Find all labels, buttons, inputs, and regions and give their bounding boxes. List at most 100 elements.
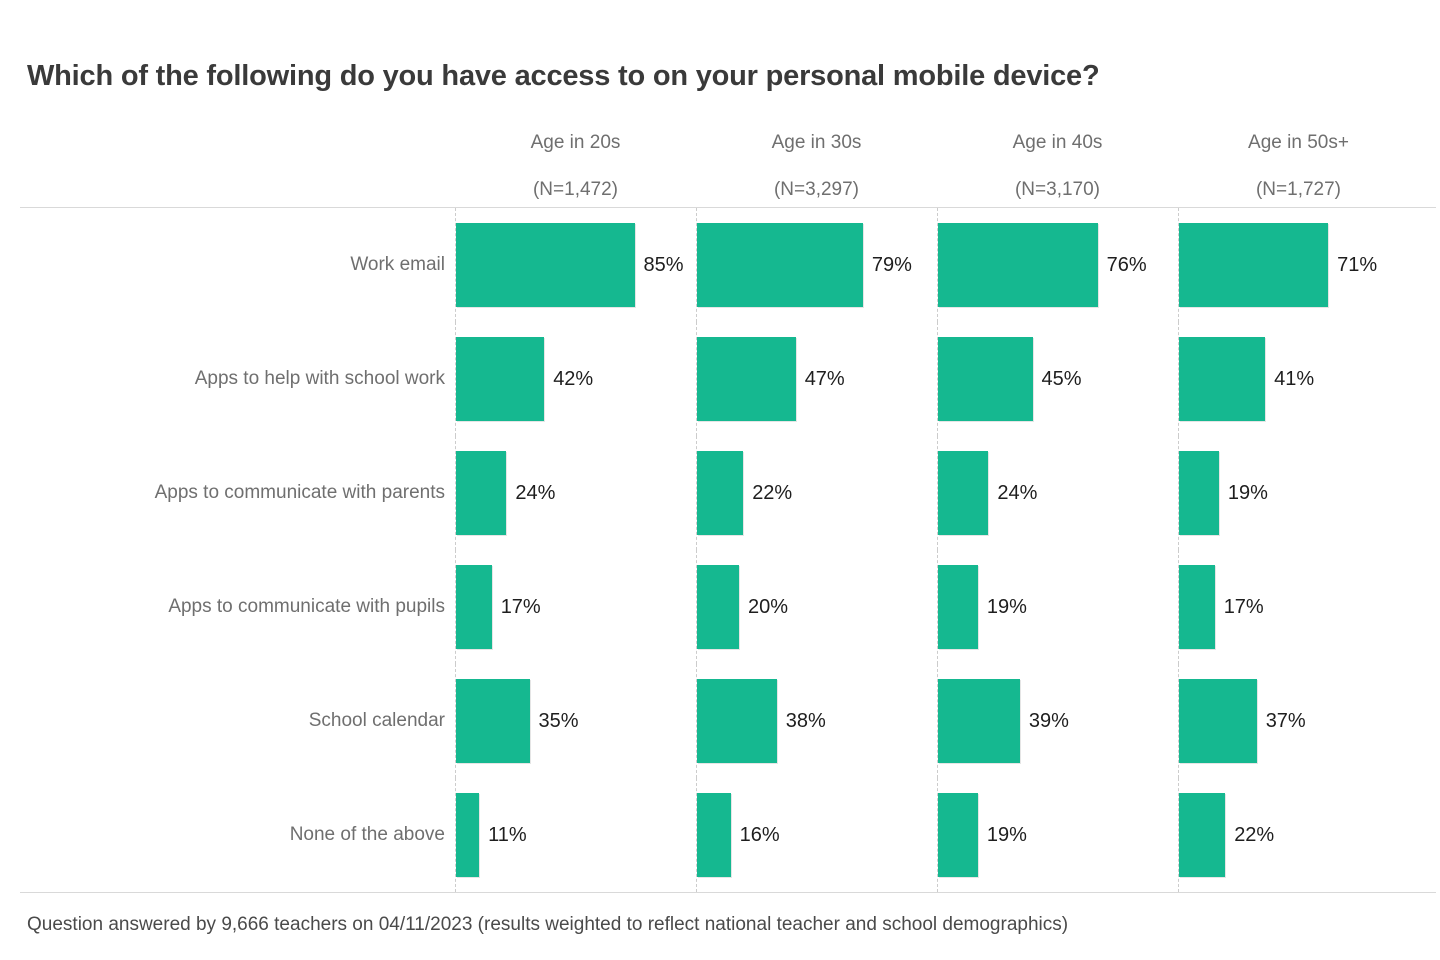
bar-value-label: 35% [538,709,579,732]
bar-value-label: 76% [1106,253,1147,276]
bar-cell: 17% [455,550,696,664]
bar-value-label: 45% [1041,367,1082,390]
bar [938,679,1020,763]
chart-title: Which of the following do you have acces… [27,60,1100,92]
bar-value-label: 16% [739,823,780,846]
bar-cell: 79% [696,208,937,322]
bar [938,451,989,535]
bar [697,337,796,421]
category-label: Work email [350,254,445,275]
category-label: None of the above [289,824,445,845]
column-header: Age in 30s (N=3,297) [696,131,937,202]
bar-cell: 22% [696,436,937,550]
bar [1179,679,1257,763]
bar [456,565,492,649]
column-n-label: (N=3,297) [773,179,860,200]
bar [1179,223,1329,307]
bar-cell: 24% [455,436,696,550]
bar-value-label: 38% [785,709,826,732]
bar-value-label: 11% [488,823,527,846]
bar [1179,451,1219,535]
category-row: Apps to communicate with pupils 17% 20% 19%… [20,550,1436,664]
category-row: None of the above 11% 16% 19% 22% [20,778,1436,892]
bar-cell: 16% [696,778,937,892]
category-label: Apps to communicate with pupils [168,596,445,617]
bar [456,451,507,535]
bar-value-label: 85% [643,253,684,276]
footnote: Question answered by 9,666 teachers on 0… [27,914,1069,935]
bar-value-label: 19% [1227,481,1268,504]
column-header: Age in 40s (N=3,170) [937,131,1178,202]
bar [938,223,1098,307]
bar-value-label: 79% [871,253,912,276]
bar [1179,337,1266,421]
bar-value-label: 22% [1234,823,1275,846]
category-row: School calendar 35% 38% 39% 37% [20,664,1436,778]
bar [456,793,480,877]
bar-value-label: 17% [500,595,541,618]
bar [456,679,530,763]
bar [1179,793,1226,877]
bar-value-label: 24% [515,481,556,504]
bar-cell: 37% [1178,664,1419,778]
column-age-label: Age in 30s [771,132,862,153]
bar-value-label: 37% [1265,709,1306,732]
column-age-label: Age in 50s+ [1248,132,1349,153]
bar [697,679,777,763]
bar-value-label: 41% [1274,367,1315,390]
bar-cell: 20% [696,550,937,664]
bar-cell: 19% [937,778,1178,892]
column-n-label: (N=1,727) [1255,179,1342,200]
plot-area: Work email 85% 79% 76% 71% Apps to help with … [20,207,1436,893]
bar-cell: 24% [937,436,1178,550]
column-n-label: (N=3,170) [1014,179,1101,200]
bar-value-label: 17% [1223,595,1264,618]
bar [938,565,978,649]
category-row: Work email 85% 79% 76% 71% [20,208,1436,322]
bar-cell: 71% [1178,208,1419,322]
bar-cell: 19% [1178,436,1419,550]
bar [697,451,744,535]
column-header: Age in 20s (N=1,472) [455,131,696,202]
category-row: Apps to help with school work 42% 47% 45% 41… [20,322,1436,436]
bar-value-label: 19% [986,595,1027,618]
bar-cell: 76% [937,208,1178,322]
bar [456,337,545,421]
bar [697,223,863,307]
bar-cell: 11% [455,778,696,892]
bar [1179,565,1215,649]
bar-value-label: 19% [986,823,1027,846]
bar-value-label: 22% [752,481,793,504]
bar-cell: 17% [1178,550,1419,664]
bar-value-label: 42% [553,367,594,390]
bar-cell: 39% [937,664,1178,778]
column-n-label: (N=1,472) [532,179,619,200]
category-label: Apps to communicate with parents [154,482,445,503]
bar-cell: 42% [455,322,696,436]
bar [938,793,978,877]
bar-cell: 85% [455,208,696,322]
column-header: Age in 50s+ (N=1,727) [1178,131,1419,202]
bar-cell: 45% [937,322,1178,436]
bar-cell: 41% [1178,322,1419,436]
bar-cell: 22% [1178,778,1419,892]
bar-cell: 47% [696,322,937,436]
bar-value-label: 47% [804,367,845,390]
category-label: Apps to help with school work [194,368,445,389]
bar-cell: 35% [455,664,696,778]
bar-cell: 38% [696,664,937,778]
column-age-label: Age in 20s [530,132,621,153]
bar [697,793,731,877]
bar-value-label: 24% [997,481,1038,504]
bar [938,337,1033,421]
category-label: School calendar [308,710,445,731]
column-headers: Age in 20s (N=1,472) Age in 30s (N=3,297) Ag… [455,131,1419,202]
bar-value-label: 39% [1028,709,1069,732]
bar-value-label: 20% [748,595,789,618]
bar [456,223,635,307]
bar-cell: 19% [937,550,1178,664]
category-row: Apps to communicate with parents 24% 22% 24… [20,436,1436,550]
bar-value-label: 71% [1337,253,1378,276]
column-age-label: Age in 40s [1012,132,1103,153]
